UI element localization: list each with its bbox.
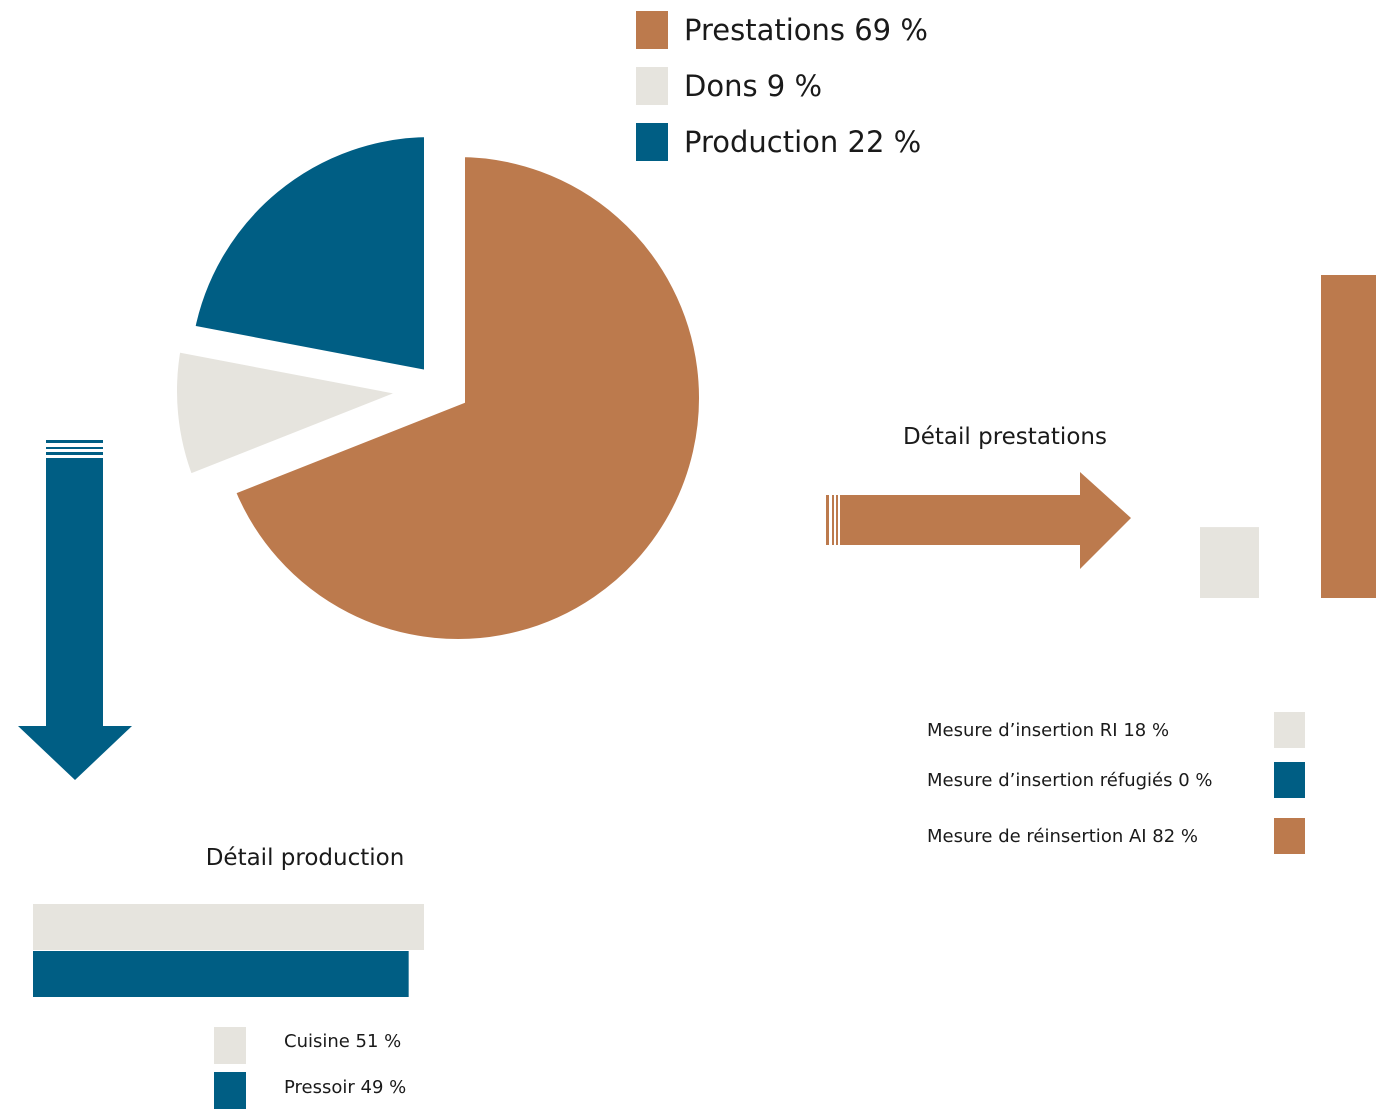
pie-chart (163, 122, 713, 653)
legend-label-cuisine: Cuisine 51 % (284, 1031, 401, 1052)
legend-swatch-prestations (636, 11, 668, 49)
bar-ri (1200, 527, 1259, 598)
prestations-detail-title: Détail prestations (903, 424, 1107, 450)
bar-ai (1321, 275, 1376, 598)
legend-swatch-dons (636, 67, 668, 105)
prestations-bar-chart (1200, 275, 1376, 598)
legend-swatch-production (636, 123, 668, 161)
bar-cuisine (33, 904, 424, 950)
arrow-right-icon (826, 472, 1131, 569)
legend-label-refugies: Mesure d’insertion réfugiés 0 % (927, 770, 1213, 791)
legend-label-production: Production 22 % (684, 125, 921, 159)
legend-swatch-refugies (1274, 762, 1305, 798)
legend-label-dons: Dons 9 % (684, 69, 822, 103)
legend-label-ri: Mesure d’insertion RI 18 % (927, 720, 1169, 741)
legend-label-pressoir: Pressoir 49 % (284, 1077, 406, 1098)
production-detail-title: Détail production (206, 845, 405, 871)
bar-pressoir (33, 951, 409, 997)
legend-swatch-cuisine (214, 1027, 246, 1064)
prestations-legend: Mesure d’insertion RI 18 % Mesure d’inse… (927, 712, 1305, 854)
pie-legend: Prestations 69 % Dons 9 % Production 22 … (636, 11, 928, 161)
pie-slice-prestations (218, 142, 713, 653)
legend-swatch-pressoir (214, 1072, 246, 1109)
legend-swatch-ai (1274, 818, 1305, 854)
production-bar-chart (33, 904, 424, 997)
pie-slice-production (179, 122, 438, 387)
legend-swatch-ri (1274, 712, 1305, 748)
legend-label-ai: Mesure de réinsertion AI 82 % (927, 826, 1198, 847)
pie-slice-dons (163, 336, 443, 492)
production-legend: Cuisine 51 % Pressoir 49 % (214, 1027, 406, 1109)
arrow-down-icon (18, 440, 132, 780)
legend-label-prestations: Prestations 69 % (684, 13, 928, 47)
